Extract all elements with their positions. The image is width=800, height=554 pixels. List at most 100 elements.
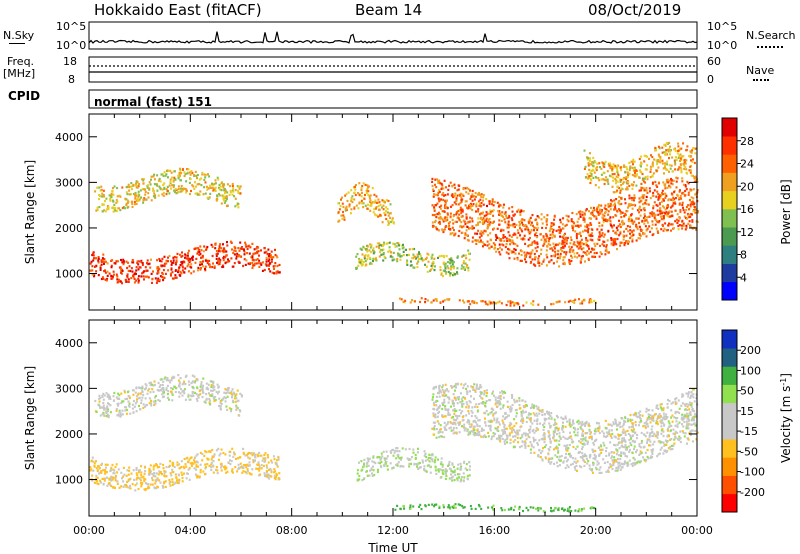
echo-cell <box>689 171 692 174</box>
echo-cell <box>591 164 594 167</box>
echo-cell <box>250 256 253 259</box>
echo-cell <box>180 471 183 474</box>
echo-cell <box>541 222 544 225</box>
echo-cell <box>206 261 209 264</box>
echo-cell <box>420 297 423 300</box>
echo-cell <box>153 400 156 403</box>
echo-cell <box>146 186 149 189</box>
echo-cell <box>244 241 247 244</box>
echo-cell <box>491 198 494 201</box>
echo-cell <box>509 224 512 227</box>
echo-cell <box>187 460 189 463</box>
echo-cell <box>626 240 629 243</box>
echo-cell <box>111 275 114 278</box>
echo-cell <box>346 199 349 203</box>
echo-cell <box>133 405 136 408</box>
echo-cell <box>681 180 684 183</box>
echo-cell <box>558 464 561 467</box>
echo-cell <box>668 185 671 188</box>
echo-cell <box>685 226 688 229</box>
echo-cell <box>218 246 221 249</box>
echo-cell <box>527 220 530 223</box>
echo-cell <box>402 246 405 249</box>
echo-cell <box>438 200 441 203</box>
echo-cell <box>531 241 534 244</box>
echo-cell <box>118 279 121 282</box>
echo-cell <box>542 510 545 513</box>
echo-cell <box>451 226 454 229</box>
echo-cell <box>373 258 376 261</box>
echo-cell <box>446 193 449 196</box>
echo-cell <box>518 252 520 255</box>
echo-cell <box>485 302 488 305</box>
echo-cell <box>663 151 666 154</box>
echo-cell <box>633 194 636 197</box>
echo-cell <box>576 245 579 248</box>
echo-cell <box>434 459 437 462</box>
echo-cell <box>550 259 553 262</box>
echo-cell <box>695 180 698 183</box>
echo-cell <box>606 461 609 464</box>
echo-cell <box>441 210 444 213</box>
echo-cell <box>144 478 147 481</box>
echo-cell <box>546 256 549 259</box>
echo-cell <box>252 461 255 464</box>
echo-cell <box>197 396 200 399</box>
echo-cell <box>188 398 191 401</box>
echo-cell <box>389 255 392 258</box>
echo-cell <box>114 486 116 489</box>
echo-cell <box>516 229 519 232</box>
echo-cell <box>256 258 259 261</box>
echo-cell <box>232 471 234 474</box>
echo-cell <box>406 457 409 460</box>
echo-cell <box>669 186 672 189</box>
echo-cell <box>549 233 552 236</box>
echo-cell <box>100 185 103 188</box>
echo-cell <box>668 164 671 167</box>
echo-cell <box>375 195 378 198</box>
echo-cell <box>186 254 189 257</box>
echo-cell <box>587 245 590 248</box>
echo-cell <box>480 205 483 208</box>
echo-cell <box>587 229 589 232</box>
echo-cell <box>178 175 181 178</box>
echo-cell <box>535 231 538 235</box>
echo-cell <box>639 200 642 203</box>
echo-cell <box>639 169 641 172</box>
echo-cell <box>477 221 480 224</box>
echo-cell <box>344 209 347 212</box>
echo-cell <box>412 451 415 454</box>
echo-cell <box>374 201 377 204</box>
echo-cell <box>174 263 177 266</box>
echo-cell <box>411 299 413 302</box>
echo-cell <box>424 453 427 456</box>
echo-cell <box>118 207 121 210</box>
echo-cell <box>551 236 554 239</box>
echo-cell <box>125 260 128 263</box>
echo-cell <box>667 224 670 227</box>
echo-cell <box>245 454 248 457</box>
echo-cell <box>690 169 693 172</box>
echo-cell <box>590 217 592 220</box>
echo-cell <box>474 195 477 198</box>
echo-cell <box>584 176 587 179</box>
echo-cell <box>221 264 224 267</box>
echo-cell <box>477 200 480 203</box>
echo-cell <box>116 200 119 203</box>
echo-cell <box>581 211 584 214</box>
echo-cell <box>693 202 695 205</box>
echo-cell <box>224 262 227 265</box>
echo-cell <box>95 474 98 477</box>
echo-cell <box>527 245 530 248</box>
echo-cell <box>682 206 684 209</box>
echo-cell <box>275 475 277 478</box>
echo-cell <box>278 472 281 475</box>
echo-cell <box>212 464 214 467</box>
echo-cell <box>136 260 139 263</box>
echo-cell <box>264 452 267 455</box>
echo-cell <box>512 233 515 237</box>
echo-cell <box>636 228 639 231</box>
echo-cell <box>480 212 483 215</box>
echo-cell <box>216 472 219 475</box>
echo-cell <box>664 164 667 167</box>
